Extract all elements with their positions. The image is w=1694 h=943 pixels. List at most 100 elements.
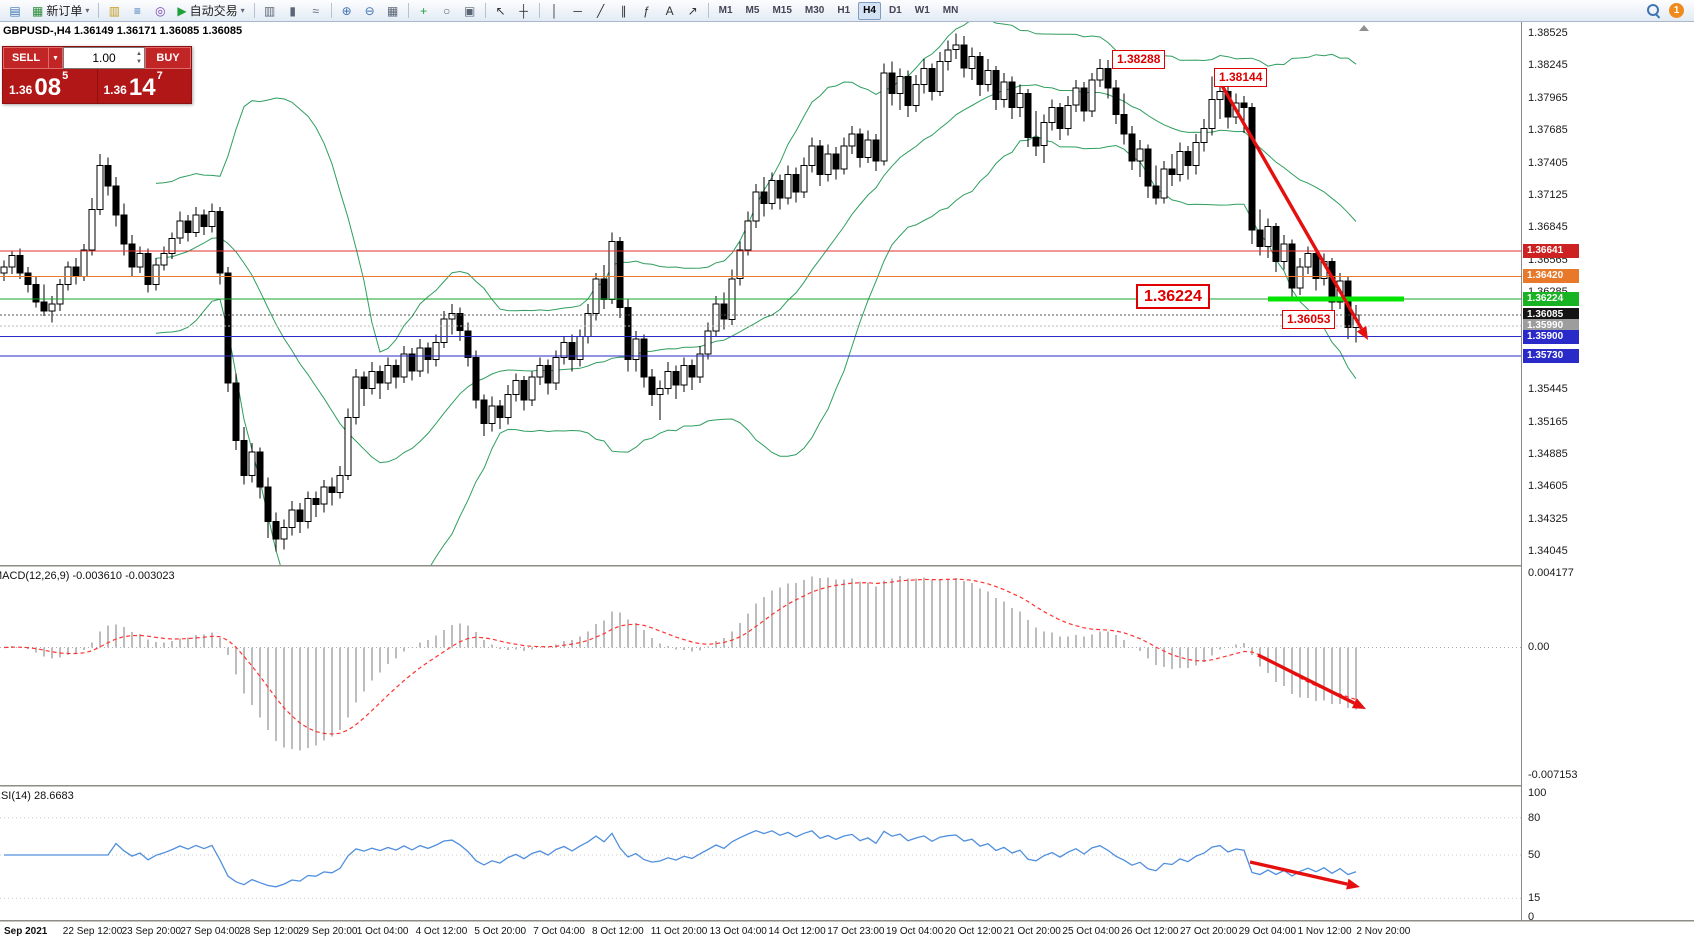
- macd-axis-label: 0.00: [1528, 641, 1550, 654]
- time-axis-label: 20 Oct 12:00: [944, 926, 1003, 937]
- profiles-icon[interactable]: ▥: [108, 3, 121, 18]
- sell-dropdown-icon[interactable]: ▼: [49, 47, 63, 69]
- buy-price-sup: 7: [156, 70, 163, 82]
- panel-divider[interactable]: [0, 785, 1694, 787]
- time-axis-label: 1 Nov 12:00: [1297, 926, 1352, 937]
- macd-trend-arrow[interactable]: [1257, 653, 1366, 709]
- timeframe-m15-button[interactable]: M15: [772, 4, 792, 16]
- periods-icon[interactable]: ○: [443, 3, 451, 18]
- rsi-axis-label: 0: [1528, 911, 1535, 923]
- navigator-icon[interactable]: ◎: [155, 3, 166, 18]
- sell-button[interactable]: SELL: [3, 47, 49, 69]
- panel-divider[interactable]: [0, 565, 1694, 567]
- zoom-out-icon[interactable]: ⊖: [364, 3, 375, 18]
- text-icon[interactable]: A: [665, 3, 674, 18]
- cursor-icon[interactable]: ↖: [495, 3, 506, 18]
- time-axis-label: 22 Sep 12:00: [62, 926, 123, 937]
- chart-shift-marker: [1359, 25, 1369, 31]
- spinner-up-icon[interactable]: ▲: [136, 51, 142, 57]
- rsi-chart[interactable]: [0, 787, 1521, 920]
- auto-trading-button[interactable]: ▶ 自动交易 ▾: [172, 2, 249, 20]
- sell-price[interactable]: 1.36 08 5: [3, 69, 97, 103]
- toolbar-separator: [707, 3, 709, 18]
- timeframe-h1-button[interactable]: H1: [837, 4, 851, 16]
- time-axis-label: 17 Oct 23:00: [827, 926, 885, 937]
- rsi-axis-label: 80: [1528, 811, 1541, 824]
- trend-arrow[interactable]: [1218, 81, 1368, 340]
- time-axis-label: 28 Sep 12:00: [239, 926, 299, 937]
- axis-price-label: 1.34045: [1528, 545, 1568, 558]
- tile-windows-icon[interactable]: ▦: [386, 3, 399, 18]
- time-axis[interactable]: Sep 2021 22 Sep 12:00 23 Sep 20:00 27 Sep 0…: [0, 922, 1694, 943]
- price-chart[interactable]: [0, 22, 1521, 565]
- buy-price-prefix: 1.36: [103, 83, 127, 97]
- vertical-line-icon[interactable]: │: [550, 3, 559, 18]
- timeframe-d1-button[interactable]: D1: [888, 4, 902, 16]
- market-watch-icon[interactable]: ≡: [133, 3, 141, 18]
- price-tag: 1.36420: [1523, 269, 1579, 284]
- rsi-line: [4, 830, 1357, 888]
- axis-price-label: 1.34605: [1528, 480, 1568, 493]
- zoom-in-icon[interactable]: ⊕: [341, 3, 352, 18]
- notification-badge[interactable]: 1: [1669, 3, 1684, 18]
- timeframe-mn-button[interactable]: MN: [942, 4, 959, 16]
- buy-price[interactable]: 1.36 14 7: [96, 69, 192, 103]
- rsi-panel[interactable]: RSI(14) 28.6683: [0, 787, 1521, 920]
- sell-price-prefix: 1.36: [9, 83, 33, 97]
- time-axis-label: 25 Oct 04:00: [1062, 926, 1120, 937]
- volume-spinner[interactable]: ▲ ▼: [136, 50, 142, 66]
- timeframe-m30-button[interactable]: M30: [804, 4, 825, 16]
- price-callout[interactable]: 1.36224: [1136, 284, 1210, 309]
- toolbar-separator: [98, 3, 100, 18]
- candlestick-chart-icon[interactable]: ▮: [289, 3, 296, 18]
- timeframe-m1-button[interactable]: M1: [718, 4, 733, 16]
- spinner-down-icon[interactable]: ▼: [136, 59, 142, 65]
- axis-price-label: 1.38525: [1528, 27, 1568, 39]
- rsi-label: RSI(14) 28.6683: [0, 790, 74, 802]
- toolbar-items: ▤ ▦ 新订单 ▾ ▥ ≡ ◎ ▶ 自动交易 ▾ ▥ ▮ ≈ ⊕ ⊖ ▦ + ○ ▣ ↖ ┼ │ ─ ╱ ∥ ƒ A ↗ M1 M5 M15…: [4, 1, 964, 21]
- price-callout[interactable]: 1.38144: [1214, 68, 1268, 87]
- channel-icon[interactable]: ∥: [620, 3, 627, 18]
- time-axis-label: 26 Oct 12:00: [1121, 926, 1179, 937]
- axis-price-label: 1.37685: [1528, 124, 1568, 137]
- horizontal-line-icon[interactable]: ─: [573, 3, 582, 18]
- macd-chart[interactable]: [0, 567, 1521, 785]
- time-axis-label: 29 Oct 04:00: [1238, 926, 1297, 937]
- fibonacci-icon[interactable]: ƒ: [643, 3, 650, 18]
- crosshair-icon[interactable]: ┼: [519, 3, 528, 18]
- time-axis-label: 27 Oct 20:00: [1180, 926, 1238, 937]
- price-axis[interactable]: 1.38525 1.38245 1.37965 1.37685 1.37405 1.371…: [1521, 22, 1694, 923]
- macd-axis-label: -0.007153: [1528, 769, 1578, 781]
- price-tag: 1.36641: [1523, 243, 1579, 258]
- volume-input[interactable]: 1.00 ▲ ▼: [63, 47, 145, 69]
- timeframe-m5-button[interactable]: M5: [745, 4, 760, 16]
- axis-price-label: 1.36845: [1528, 221, 1568, 234]
- trendline-icon[interactable]: ╱: [597, 3, 605, 18]
- bar-chart-icon[interactable]: ▥: [263, 3, 276, 18]
- new-order-button[interactable]: ▦ 新订单 ▾: [27, 2, 94, 20]
- chart-title: GBPUSD-,H4 1.36149 1.36171 1.36085 1.360…: [3, 25, 243, 37]
- indicators-icon[interactable]: +: [420, 3, 428, 18]
- level-lines[interactable]: [0, 250, 1521, 357]
- line-chart-icon[interactable]: ≈: [312, 3, 319, 18]
- price-callout[interactable]: 1.38288: [1112, 50, 1166, 69]
- one-click-trading-panel: SELL ▼ 1.00 ▲ ▼ BUY 1.36 08 5 1.36 14 7: [2, 46, 192, 104]
- auto-trading-button-label: 自动交易: [189, 4, 238, 18]
- template-icon[interactable]: ▣: [463, 3, 476, 18]
- rsi-axis-label: 100: [1528, 787, 1547, 799]
- new-chart-icon[interactable]: ▤: [9, 3, 21, 18]
- axis-price-label: 1.37405: [1528, 156, 1568, 169]
- buy-button[interactable]: BUY: [145, 47, 191, 69]
- price-callout[interactable]: 1.36053: [1282, 310, 1336, 329]
- timeframe-h4-button[interactable]: H4: [858, 1, 881, 20]
- rsi-trend-arrow[interactable]: [1249, 860, 1360, 890]
- macd-axis-label: 0.004177: [1528, 567, 1574, 579]
- toolbar-separator: [484, 3, 486, 18]
- main-chart-panel[interactable]: GBPUSD-,H4 1.36149 1.36171 1.36085 1.360…: [0, 22, 1521, 565]
- arrows-tool-icon[interactable]: ↗: [687, 3, 698, 18]
- time-axis-label: 14 Oct 12:00: [768, 926, 826, 937]
- search-icon[interactable]: [1646, 3, 1661, 18]
- timeframe-w1-button[interactable]: W1: [914, 4, 930, 16]
- macd-panel[interactable]: MACD(12,26,9) -0.003610 -0.003023: [0, 567, 1521, 785]
